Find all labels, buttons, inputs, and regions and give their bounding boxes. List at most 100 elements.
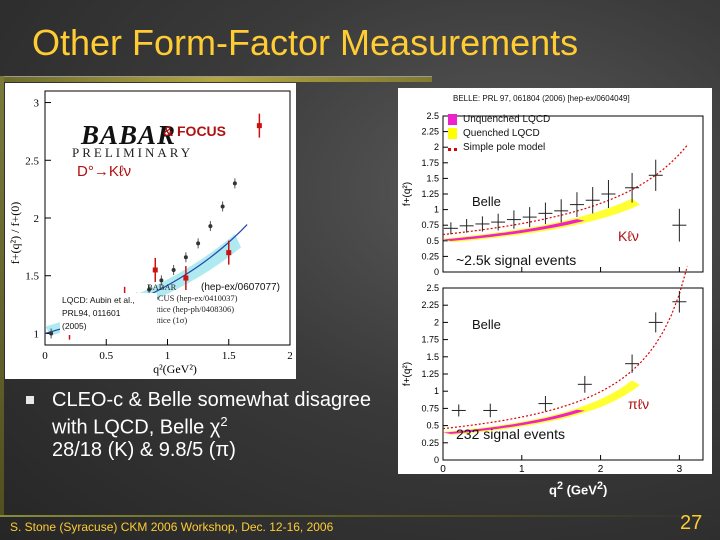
babar-point-8 bbox=[147, 287, 152, 292]
focus-point-5 bbox=[226, 250, 232, 256]
quenched-swatch bbox=[448, 128, 457, 139]
babar-point-13 bbox=[208, 224, 213, 229]
lqcd-note-line-3: (2005) bbox=[62, 321, 87, 331]
ytick-label-right-bottom-6: 1 bbox=[434, 386, 439, 396]
xtick-label-right-0: 0 bbox=[440, 464, 446, 474]
decay-label-left: D°→Kℓν bbox=[77, 163, 132, 180]
right-ylabel-bottom: f+(q²) bbox=[402, 362, 413, 386]
unquenched-band-bottom bbox=[443, 409, 585, 434]
belle-label-top: Belle bbox=[472, 194, 501, 209]
ytick-label-right-bottom-9: 0.25 bbox=[421, 438, 439, 448]
babar-logo: BABAR bbox=[81, 120, 177, 150]
xtick-label-right-1: 1 bbox=[519, 464, 525, 474]
legend-label-pole: Simple pole model bbox=[463, 142, 546, 153]
left-ylabel: f+(q²) / f+(0) bbox=[8, 202, 22, 264]
lqcd-note-line-1: LQCD: Aubin et al., bbox=[62, 295, 135, 305]
right-ylabel-top: f+(q²) bbox=[402, 182, 413, 206]
ytick-label-right-top-2: 2 bbox=[434, 142, 439, 152]
ytick-label-right-bottom-8: 0.5 bbox=[426, 421, 439, 431]
ytick-label-left-1: 1.5 bbox=[25, 271, 39, 283]
ytick-label-right-top-1: 2.25 bbox=[421, 127, 439, 137]
lqcd-note-line-2: PRL94, 011601 bbox=[62, 308, 121, 318]
ytick-label-right-top-5: 1.25 bbox=[421, 189, 439, 199]
ytick-label-right-bottom-1: 2.25 bbox=[421, 300, 439, 310]
babar-point-14 bbox=[220, 204, 225, 209]
xtick-label-left-4: 2 bbox=[287, 350, 293, 362]
babar-point-0 bbox=[49, 331, 54, 336]
pole-curve-top bbox=[442, 144, 688, 236]
xlabel-unit: (GeV bbox=[562, 482, 597, 498]
unquenched-band-top bbox=[443, 219, 585, 242]
left-accent-bar bbox=[0, 76, 4, 516]
babar-point-10 bbox=[171, 267, 176, 272]
belle-chart: 2.5 2.25 2 1.75 1.5 1.25 1 0.75 0.5 0.25 0 f+(q²) 2.… bbox=[402, 111, 704, 474]
legend-entry-babar: BABAR bbox=[147, 282, 177, 292]
right-legend: Unquenched LQCD Quenched LQCD Simple pol… bbox=[448, 114, 598, 166]
slide-footer: S. Stone (Syracuse) CKM 2006 Workshop, D… bbox=[10, 520, 334, 534]
babar-point-11 bbox=[183, 255, 188, 260]
focus-point-6 bbox=[256, 123, 262, 129]
xlabel-q-sup: 2 bbox=[556, 480, 563, 492]
ytick-label-left-2: 2 bbox=[34, 213, 40, 225]
babar-point-15 bbox=[232, 181, 237, 186]
xtick-label-left-0: 0 bbox=[42, 350, 48, 362]
legend-row-unquenched: Unquenched LQCD bbox=[448, 114, 550, 128]
decay-label-piln: πℓν bbox=[628, 396, 650, 412]
legend-entry-focus: FOCUS (hep-ex/0410037) bbox=[147, 293, 238, 303]
left-legend: BABAR FOCUS (hep-ex/0410037) Lattice (he… bbox=[147, 282, 237, 326]
ytick-label-left-3: 2.5 bbox=[25, 155, 39, 167]
babar-focus-plot: 1 1.5 2 2.5 3 0 0.5 1 1.5 2 f+(q²) / f+(0) q²(GeV²)… bbox=[5, 83, 296, 379]
ytick-label-right-bottom-2: 2 bbox=[434, 317, 439, 327]
unquenched-swatch bbox=[448, 114, 457, 125]
signal-count-top: ~2.5k signal events bbox=[456, 252, 577, 268]
ytick-label-right-top-4: 1.5 bbox=[426, 173, 439, 183]
xtick-label-left-1: 0.5 bbox=[99, 350, 113, 362]
ytick-label-right-top-6: 1 bbox=[434, 205, 439, 215]
babar-point-9 bbox=[159, 278, 164, 283]
right-xaxis-label: q2 (GeV2) bbox=[549, 480, 607, 497]
ytick-label-right-top-0: 2.5 bbox=[426, 111, 439, 121]
hepex-reference-left: (hep-ex/0607077) bbox=[201, 282, 280, 293]
preliminary-label: PRELIMINARY bbox=[72, 145, 194, 160]
signal-count-bottom: 232 signal events bbox=[456, 426, 565, 442]
ytick-label-right-top-10: 0 bbox=[434, 267, 439, 277]
belle-reference: BELLE: PRL 97, 061804 (2006) [hep-ex/060… bbox=[453, 94, 630, 103]
ytick-label-left-4: 3 bbox=[34, 98, 40, 110]
ytick-label-right-bottom-10: 0 bbox=[434, 455, 439, 465]
chi-squared-sup: 2 bbox=[220, 414, 228, 429]
square-bullet-icon bbox=[26, 396, 34, 404]
legend-entry-lattice-1sigma: Lattice (1σ) bbox=[147, 315, 188, 325]
title-underline bbox=[0, 76, 432, 82]
focus-label: & FOCUS bbox=[163, 123, 226, 139]
babar-point-12 bbox=[196, 241, 201, 246]
focus-point-3 bbox=[152, 267, 158, 273]
left-xlabel: q²(GeV²) bbox=[153, 362, 197, 376]
xtick-label-right-2: 2 bbox=[598, 464, 604, 474]
legend-row-pole: Simple pole model bbox=[448, 142, 545, 156]
ytick-label-right-top-9: 0.25 bbox=[421, 251, 439, 261]
ytick-label-right-bottom-4: 1.5 bbox=[426, 352, 439, 362]
ytick-label-right-top-3: 1.75 bbox=[421, 158, 439, 168]
slide-title: Other Form-Factor Measurements bbox=[32, 22, 579, 63]
page-number: 27 bbox=[680, 512, 703, 534]
decay-label-kln: Kℓν bbox=[618, 228, 639, 244]
xlabel-q: q bbox=[549, 482, 557, 498]
xtick-label-right-3: 3 bbox=[677, 464, 683, 474]
ytick-label-right-bottom-5: 1.25 bbox=[421, 369, 439, 379]
ytick-label-right-top-7: 0.75 bbox=[421, 220, 439, 230]
legend-label-quenched: Quenched LQCD bbox=[463, 128, 540, 140]
bullet-text-line2: 28/18 (K) & 9.8/5 (π) bbox=[52, 438, 236, 461]
legend-entry-lattice: Lattice (hep-ph/0408306) bbox=[147, 304, 235, 314]
belle-label-bottom: Belle bbox=[472, 317, 501, 332]
ytick-label-right-bottom-7: 0.75 bbox=[421, 403, 439, 413]
pole-curve-bottom bbox=[442, 266, 688, 430]
bullet-text-line1: CLEO-c & Belle somewhat disagree with LQ… bbox=[52, 389, 372, 439]
pole-swatch bbox=[448, 143, 457, 152]
ytick-label-right-bottom-0: 2.5 bbox=[426, 283, 439, 293]
xlabel-unit-sup: 2 bbox=[596, 480, 603, 492]
ytick-label-left-0: 1 bbox=[34, 328, 40, 340]
xlabel-close: ) bbox=[602, 482, 608, 498]
ytick-label-right-top-8: 0.5 bbox=[426, 236, 439, 246]
legend-row-quenched: Quenched LQCD bbox=[448, 128, 540, 142]
bullet-text: CLEO-c & Belle somewhat disagree with LQ… bbox=[52, 389, 382, 461]
